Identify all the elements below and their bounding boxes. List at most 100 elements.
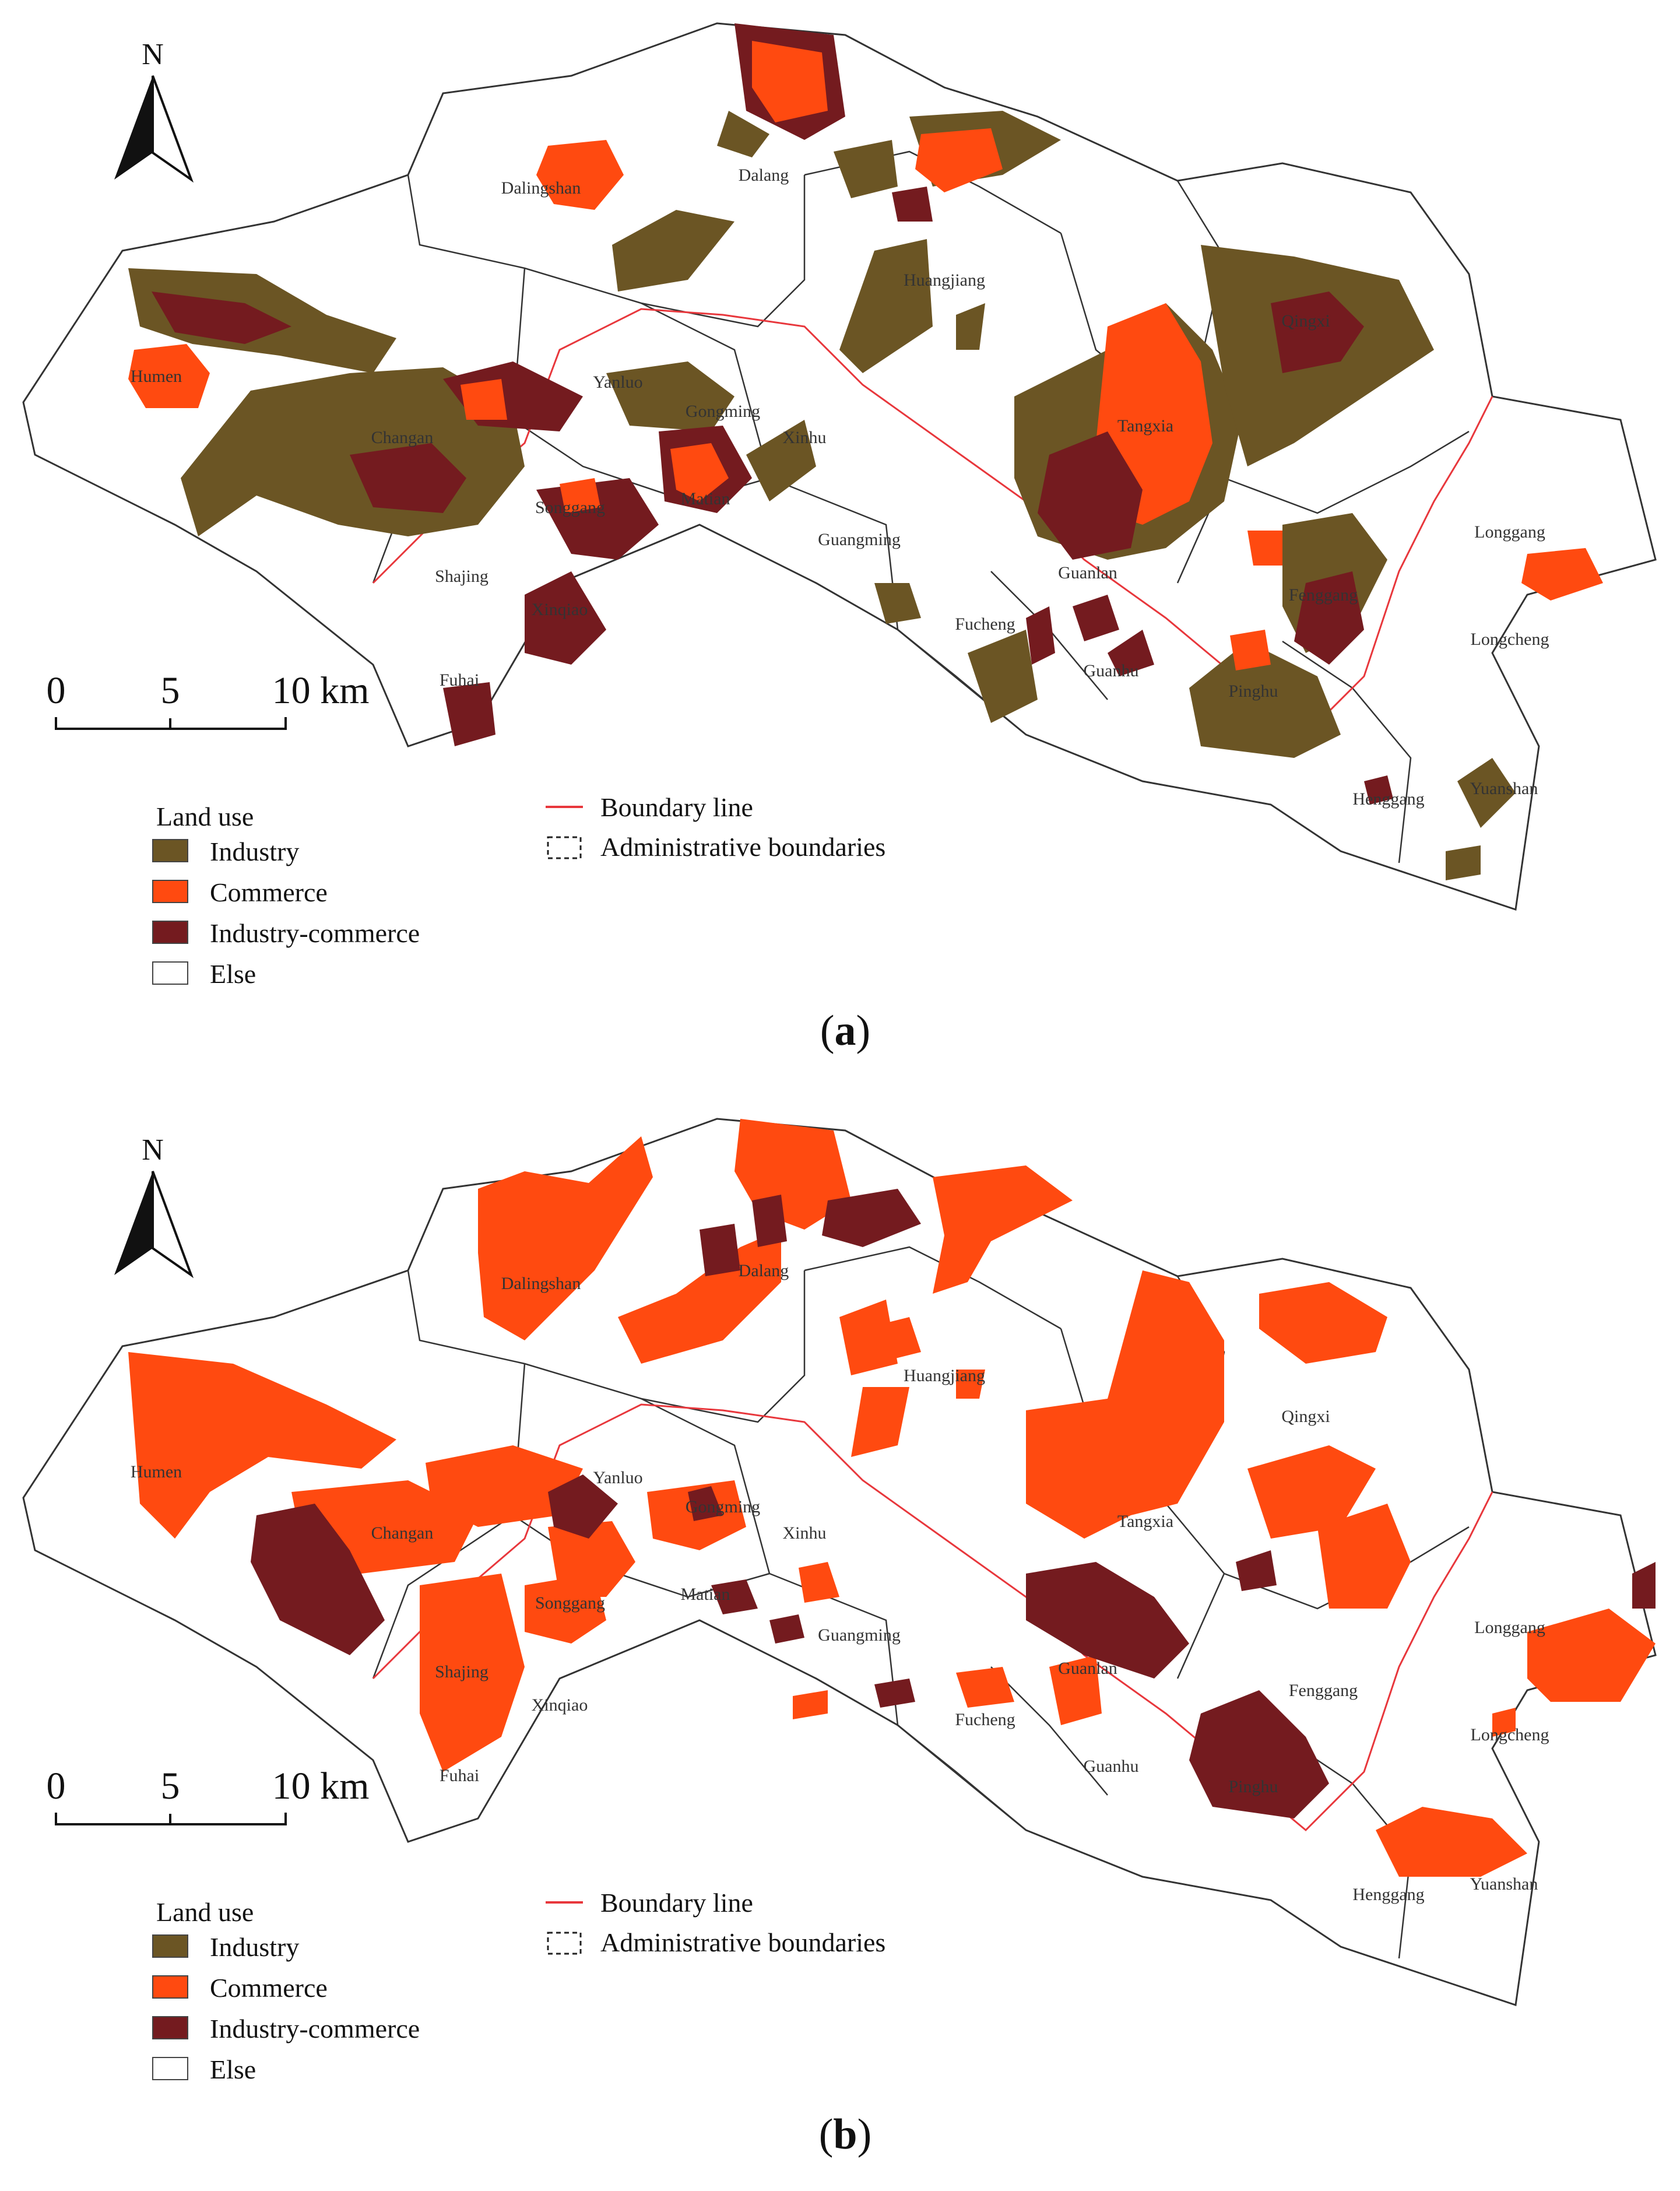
- place-labels-b: Dalingshan Dalang Huangjiang Qingxi Hume…: [131, 1261, 1549, 1904]
- label-shajing: Shajing: [435, 567, 488, 586]
- legend-label-boundary-line: Boundary line: [600, 1888, 753, 1918]
- label-guangming: Guangming: [818, 530, 901, 549]
- legend-label-admin-boundary: Administrative boundaries: [600, 1927, 885, 1957]
- label-yuanshan: Yuanshan: [1470, 1874, 1538, 1894]
- legend-label-industry-commerce: Industry-commerce: [210, 918, 420, 948]
- legend-label-boundary-line: Boundary line: [600, 792, 753, 822]
- label-fucheng: Fucheng: [955, 615, 1015, 634]
- land-use-patches-a: [128, 23, 1516, 880]
- label-huangjiang: Huangjiang: [904, 1366, 985, 1385]
- place-labels-a: Dalingshan Dalang Huangjiang Qingxi Hume…: [131, 166, 1549, 809]
- legend-label-industry-commerce: Industry-commerce: [210, 2014, 420, 2043]
- label-shajing: Shajing: [435, 1662, 488, 1681]
- legend-boundaries: Boundary line Administrative boundaries: [546, 792, 885, 862]
- label-dalang: Dalang: [739, 166, 789, 185]
- label-henggang: Henggang: [1352, 1885, 1424, 1904]
- label-fenggang: Fenggang: [1289, 1681, 1358, 1700]
- north-arrow-label: N: [142, 38, 164, 71]
- label-xinqiao: Xinqiao: [532, 1695, 588, 1715]
- north-arrow-icon: [114, 76, 153, 180]
- scale-tick-10: 10 km: [272, 669, 370, 712]
- scale-bar: 0 5 10 km: [47, 1765, 369, 1825]
- commerce-patches-a: [128, 140, 1603, 670]
- legend-title: Land use: [156, 1897, 254, 1927]
- legend-label-else: Else: [210, 2055, 256, 2084]
- label-dalingshan: Dalingshan: [501, 178, 581, 198]
- label-longgang: Longgang: [1474, 1618, 1545, 1637]
- label-fuhai: Fuhai: [440, 670, 479, 690]
- legend-swatch-industry-commerce: [152, 921, 188, 944]
- label-guanlan: Guanlan: [1058, 563, 1117, 582]
- scale-tick-5: 5: [161, 669, 180, 712]
- label-yuanshan: Yuanshan: [1470, 779, 1538, 798]
- label-humen: Humen: [131, 1462, 182, 1481]
- legend-swatch-industry-commerce: [152, 2016, 188, 2039]
- north-arrow: N: [114, 38, 194, 183]
- label-fucheng: Fucheng: [955, 1710, 1015, 1729]
- label-longcheng: Longcheng: [1471, 1725, 1549, 1744]
- north-arrow-label: N: [142, 1133, 164, 1167]
- label-pinghu: Pinghu: [1228, 682, 1278, 701]
- legend-label-commerce: Commerce: [210, 1973, 328, 2003]
- label-gongming: Gongming: [686, 402, 760, 421]
- label-guanhu: Guanhu: [1084, 661, 1139, 680]
- label-dalingshan: Dalingshan: [501, 1274, 581, 1293]
- label-yanluo: Yanluo: [593, 1468, 642, 1487]
- label-xinhu: Xinhu: [783, 1523, 827, 1543]
- label-pinghu: Pinghu: [1228, 1777, 1278, 1796]
- legend-land-use: Land use Industry Commerce Industry-comm…: [152, 802, 420, 989]
- map-panel-b: Dalingshan Dalang Huangjiang Qingxi Hume…: [0, 1096, 1680, 2191]
- legend-boundaries: Boundary line Administrative boundaries: [546, 1888, 885, 1957]
- legend-label-admin-boundary: Administrative boundaries: [600, 832, 885, 862]
- label-matian: Matian: [681, 489, 730, 508]
- map-canvas-b: Dalingshan Dalang Huangjiang Qingxi Hume…: [22, 1118, 1657, 2084]
- map-panel-a: Dalingshan Dalang Huangjiang Qingxi Hume…: [22, 22, 1657, 1055]
- label-henggang: Henggang: [1352, 789, 1424, 809]
- label-guanhu: Guanhu: [1084, 1757, 1139, 1776]
- commerce-patches-b: [128, 1119, 1656, 1877]
- legend-swatch-else: [152, 2057, 188, 2080]
- legend-swatch-industry: [152, 1934, 188, 1958]
- scale-bar: 0 5 10 km: [47, 669, 370, 730]
- industry-commerce-patches-b: [251, 1189, 1656, 1818]
- scale-tick-5: 5: [161, 1765, 180, 1807]
- legend-label-industry: Industry: [210, 1932, 299, 1962]
- label-qingxi: Qingxi: [1281, 311, 1330, 331]
- label-songgang: Songgang: [535, 498, 605, 517]
- label-tangxia: Tangxia: [1117, 416, 1173, 436]
- label-changan: Changan: [371, 428, 434, 447]
- label-matian: Matian: [681, 1585, 730, 1604]
- label-songgang: Songgang: [535, 1593, 605, 1613]
- legend-land-use: Land use Industry Commerce Industry-comm…: [152, 1897, 420, 2084]
- label-longcheng: Longcheng: [1471, 630, 1549, 649]
- map-canvas-a: Dalingshan Dalang Huangjiang Qingxi Hume…: [22, 22, 1657, 989]
- label-guanlan: Guanlan: [1058, 1659, 1117, 1678]
- legend-swatch-commerce: [152, 880, 188, 903]
- label-longgang: Longgang: [1474, 522, 1545, 542]
- label-qingxi: Qingxi: [1281, 1407, 1330, 1426]
- legend-label-industry: Industry: [210, 837, 299, 866]
- panel-label-b: (b): [818, 2111, 872, 2158]
- north-arrow: N: [114, 1133, 194, 1279]
- legend-symbol-admin-boundary: [547, 836, 582, 859]
- legend-swatch-industry: [152, 839, 188, 862]
- label-gongming: Gongming: [686, 1497, 760, 1516]
- label-fuhai: Fuhai: [440, 1766, 479, 1785]
- legend-swatch-else: [152, 961, 188, 985]
- label-xinqiao: Xinqiao: [532, 600, 588, 619]
- legend-label-else: Else: [210, 959, 256, 989]
- label-humen: Humen: [131, 367, 182, 386]
- label-tangxia: Tangxia: [1117, 1512, 1173, 1531]
- label-changan: Changan: [371, 1523, 434, 1543]
- label-fenggang: Fenggang: [1289, 585, 1358, 605]
- label-huangjiang: Huangjiang: [904, 271, 985, 290]
- legend-symbol-admin-boundary: [547, 1932, 582, 1955]
- legend-label-commerce: Commerce: [210, 877, 328, 907]
- legend-title: Land use: [156, 802, 254, 831]
- label-yanluo: Yanluo: [593, 373, 642, 392]
- label-xinhu: Xinhu: [783, 428, 827, 447]
- north-arrow-icon: [114, 1171, 153, 1275]
- scale-tick-0: 0: [47, 1765, 66, 1807]
- legend-swatch-commerce: [152, 1975, 188, 1999]
- label-guangming: Guangming: [818, 1625, 901, 1645]
